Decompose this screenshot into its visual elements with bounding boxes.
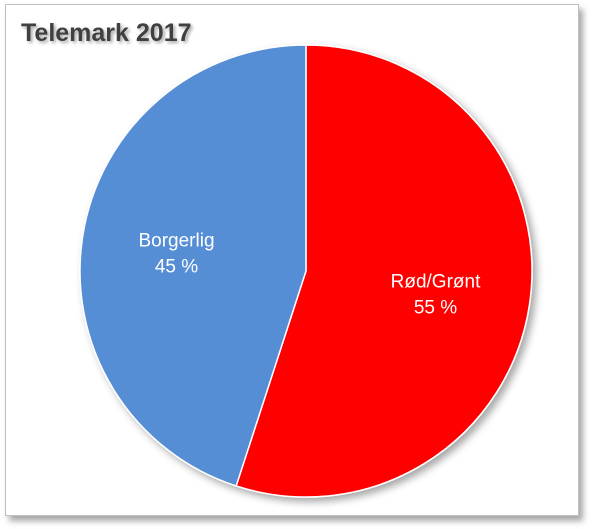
slice-label-0: Rød/Grønt xyxy=(391,272,481,293)
pie-slice-1 xyxy=(79,44,307,487)
slice-label-1: Borgerlig xyxy=(138,231,214,252)
pie-chart: Rød/Grønt 55 % Borgerlig 45 % xyxy=(79,44,533,498)
pie-slice-0 xyxy=(235,44,533,498)
slice-value-label-0: 55 % xyxy=(414,298,457,319)
chart-title: Telemark 2017 xyxy=(21,19,192,47)
chart-frame: Telemark 2017 Rød/Grønt 55 % Borgerlig 45 % xyxy=(5,4,579,516)
slice-value-label-1: 45 % xyxy=(155,257,198,278)
